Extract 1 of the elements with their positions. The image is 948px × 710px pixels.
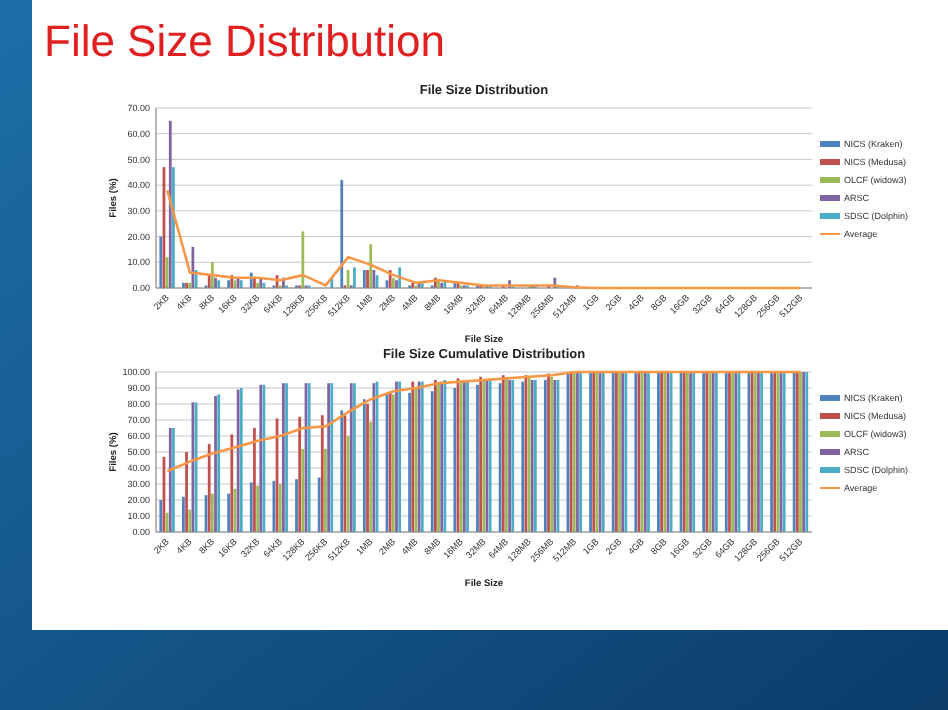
text: File Size Distribution — [44, 16, 446, 66]
